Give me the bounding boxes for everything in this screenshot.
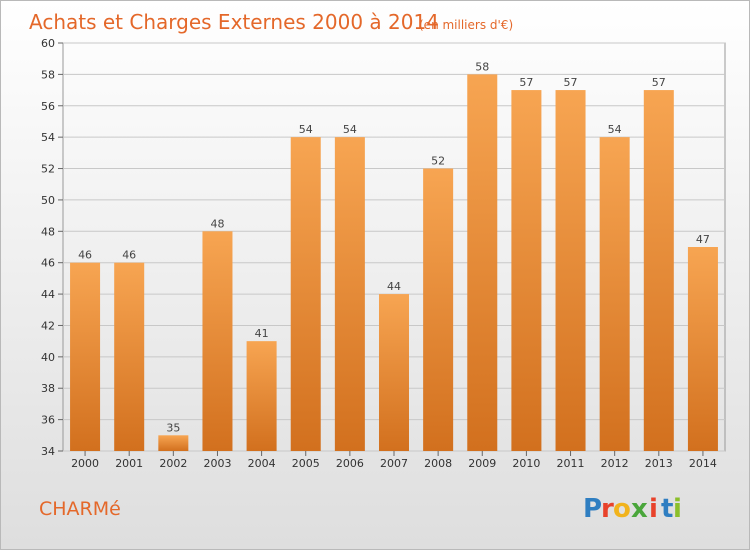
bar-value-label: 41 [255,327,269,340]
bar-value-label: 52 [431,155,445,168]
x-tick-label: 2007 [380,457,408,470]
logo-letter: x [631,494,648,524]
x-tick-label: 2003 [203,457,231,470]
x-tick-label: 2009 [468,457,496,470]
x-tick-label: 2011 [557,457,585,470]
x-tick-label: 2000 [71,457,99,470]
bar [334,137,365,451]
logo-letter: i [673,494,682,524]
y-tick-label: 44 [41,288,55,301]
bar-value-label: 48 [210,217,224,230]
x-tick-label: 2013 [645,457,673,470]
bar [467,74,498,451]
y-tick-label: 60 [41,37,55,50]
bar-value-label: 46 [122,249,136,262]
y-tick-label: 58 [41,68,55,81]
x-tick-label: 2010 [512,457,540,470]
bar [687,247,718,451]
bar-value-label: 58 [475,60,489,73]
bar [246,341,277,451]
logo-letter: o [613,494,631,524]
chart-subtitle: (en milliers d'€) [419,18,513,32]
bar [202,231,233,451]
bar-value-label: 57 [519,76,533,89]
x-axis-ticks: 2000 2001 2002 2003 2004 2005 2006 2007 2008 2009… [71,451,717,470]
bar-value-label: 47 [696,233,710,246]
bar [599,137,630,451]
logo-letter: t [661,494,673,524]
y-tick-label: 48 [41,225,55,238]
bar [70,262,101,451]
bar [555,90,586,452]
logo-letter: r [601,494,614,524]
logo-letter: P [583,494,602,524]
y-tick-label: 46 [41,257,55,270]
bar-value-label: 54 [343,123,357,136]
x-tick-label: 2002 [159,457,187,470]
x-tick-label: 2005 [292,457,320,470]
y-tick-label: 54 [41,131,55,144]
bar-value-label: 54 [299,123,313,136]
logo-letter: i [649,494,658,524]
y-tick-label: 40 [41,351,55,364]
x-tick-label: 2012 [601,457,629,470]
y-axis-ticks: 34 36 38 40 42 44 46 48 50 52 54 56 58 60 [41,37,63,458]
x-tick-label: 2014 [689,457,717,470]
bar-value-label: 35 [166,421,180,434]
proxiti-logo: Pr o x i t i [583,494,682,524]
y-tick-label: 50 [41,194,55,207]
x-tick-label: 2004 [248,457,276,470]
bar [290,137,321,451]
y-tick-label: 34 [41,445,55,458]
bars: 46 46 35 48 41 54 54 44 52 58 57 57 54 57 47 [70,60,718,452]
bar [511,90,542,452]
y-tick-label: 38 [41,382,55,395]
bar-value-label: 54 [608,123,622,136]
bar [158,435,189,451]
bar [114,262,145,451]
x-tick-label: 2006 [336,457,364,470]
bar-value-label: 57 [564,76,578,89]
chart-title: Achats et Charges Externes 2000 à 2014 [29,10,439,34]
x-tick-label: 2001 [115,457,143,470]
y-tick-label: 56 [41,100,55,113]
bar [378,294,410,451]
y-tick-label: 52 [41,163,55,176]
bar-value-label: 46 [78,249,92,262]
commune-name: CHARMé [39,498,121,520]
y-tick-label: 36 [41,414,55,427]
bar [423,168,454,452]
bar-value-label: 57 [652,76,666,89]
bar-value-label: 44 [387,280,401,293]
bar [643,90,674,452]
x-tick-label: 2008 [424,457,452,470]
y-tick-label: 42 [41,319,55,332]
